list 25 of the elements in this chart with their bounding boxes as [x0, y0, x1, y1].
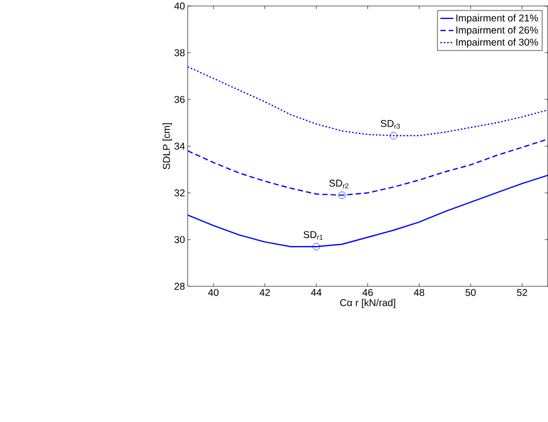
annotation: SD$_{r2}$: [329, 180, 348, 188]
point: [338, 192, 346, 199]
y-tick-label: 40: [174, 2, 185, 10]
x-tick-label: 48: [414, 289, 424, 296]
annotation: SD$_{r3}$: [380, 120, 400, 129]
y-tick-label: 32: [174, 189, 185, 196]
y-tick-label: 38: [174, 49, 185, 56]
x-tick-label: 52: [516, 289, 528, 296]
y-axis-title: SDLP [cm]: [162, 123, 172, 170]
legend-label: Impairment of 21%: [456, 14, 538, 24]
x-tick-label: 44: [311, 289, 322, 296]
y-tick-label: 34: [174, 142, 185, 150]
x-tick-label: 50: [466, 289, 476, 296]
x-tick-label: 40: [208, 289, 219, 296]
legend-label: Impairment of 30%: [456, 38, 538, 48]
y-tick-label: 36: [174, 96, 185, 104]
x-axis-title: Cα r [kN/rad]: [340, 299, 396, 308]
y-tick-label: 30: [174, 236, 185, 244]
legend-label: Impairment of 26%: [456, 26, 538, 36]
annotation: SD$_{r1}$: [304, 231, 323, 240]
point: [312, 243, 320, 250]
y-tick-label: 28: [174, 282, 185, 290]
x-tick-label: 46: [362, 289, 373, 296]
x-tick-label: 42: [260, 289, 270, 296]
point: [390, 132, 398, 140]
